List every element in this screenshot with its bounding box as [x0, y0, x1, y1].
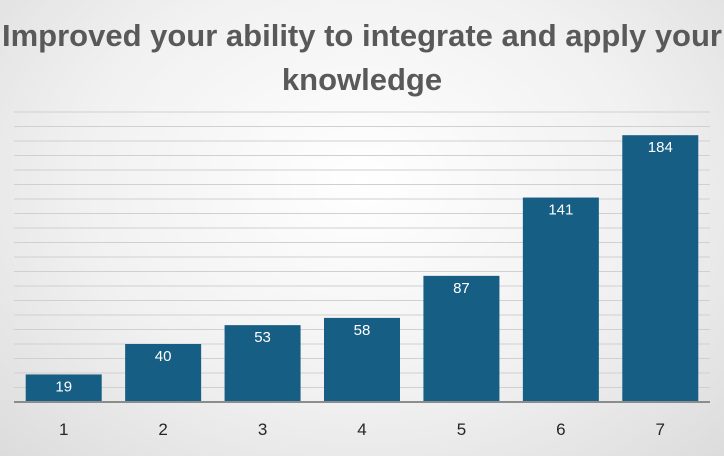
data-label-7: 184 [648, 139, 673, 156]
data-label-1: 19 [55, 378, 72, 395]
x-tick-label-3: 3 [258, 420, 267, 439]
bar-1 [25, 374, 102, 402]
x-tick-label-2: 2 [158, 420, 167, 439]
data-label-3: 53 [254, 329, 271, 346]
x-tick-label-7: 7 [656, 420, 665, 439]
bar-7 [622, 135, 699, 402]
data-label-5: 87 [453, 280, 470, 297]
x-tick-label-5: 5 [457, 420, 466, 439]
data-label-4: 58 [354, 322, 371, 339]
bar-6 [522, 197, 599, 402]
x-tick-label-6: 6 [556, 420, 565, 439]
data-label-6: 141 [548, 202, 573, 219]
bar-3 [224, 325, 301, 402]
x-tick-label-4: 4 [357, 420, 366, 439]
chart-title: Improved your ability to integrate and a… [1, 18, 722, 97]
data-label-2: 40 [155, 348, 172, 365]
bar-5 [423, 275, 500, 402]
x-tick-label-1: 1 [59, 420, 68, 439]
bar-2 [125, 344, 202, 402]
bar-4 [324, 317, 400, 402]
